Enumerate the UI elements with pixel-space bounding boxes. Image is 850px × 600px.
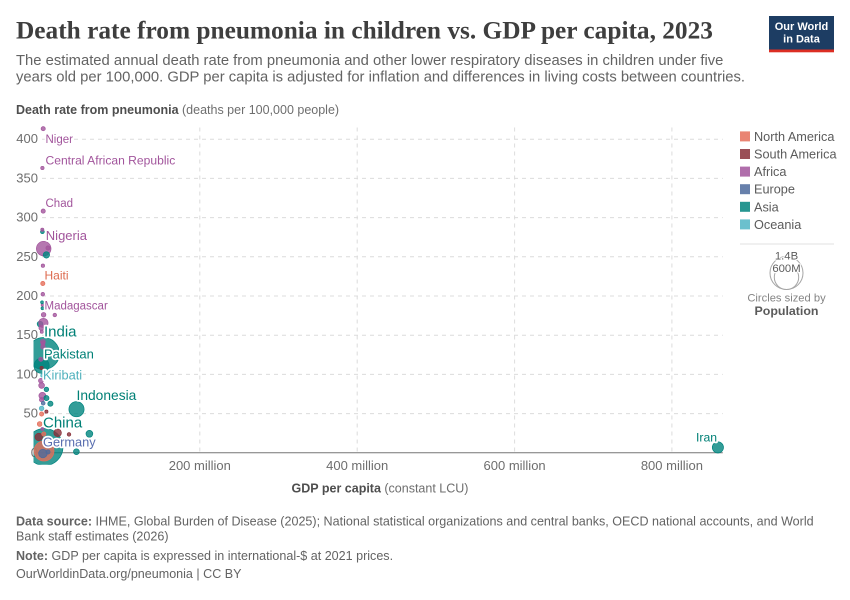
svg-text:South America: South America [754, 148, 837, 162]
svg-text:Oceania: Oceania [754, 218, 802, 232]
svg-text:Indonesia: Indonesia [77, 388, 137, 403]
svg-text:Circles sized by: Circles sized by [747, 293, 826, 305]
svg-text:Central African Republic: Central African Republic [46, 154, 176, 168]
svg-text:years old per 100,000. GDP per: years old per 100,000. GDP per capita is… [16, 70, 745, 86]
svg-text:India: India [44, 324, 77, 341]
svg-text:Death rate from pneumonia in c: Death rate from pneumonia in children vs… [16, 17, 713, 45]
svg-text:Africa: Africa [754, 165, 787, 179]
svg-text:Kiribati: Kiribati [43, 367, 82, 382]
svg-text:Asia: Asia [754, 200, 780, 214]
svg-text:Europe: Europe [754, 183, 795, 197]
svg-text:GDP per capita (constant LCU): GDP per capita (constant LCU) [292, 481, 469, 495]
svg-text:Pakistan: Pakistan [44, 347, 94, 362]
svg-text:200 million: 200 million [169, 458, 231, 473]
svg-text:Madagascar: Madagascar [45, 301, 108, 313]
svg-text:in Data: in Data [783, 33, 821, 45]
svg-text:600 million: 600 million [484, 458, 546, 473]
svg-text:Chad: Chad [46, 198, 74, 210]
svg-text:Data source: IHME, Global Burd: Data source: IHME, Global Burden of Dise… [16, 515, 814, 529]
svg-text:400: 400 [16, 131, 38, 146]
svg-text:Nigeria: Nigeria [46, 228, 88, 243]
svg-text:Death rate from pneumonia (dea: Death rate from pneumonia (deaths per 10… [16, 103, 339, 117]
svg-text:50: 50 [24, 406, 38, 421]
svg-text:800 million: 800 million [641, 458, 703, 473]
svg-text:Germany: Germany [43, 435, 96, 450]
svg-text:250: 250 [16, 249, 38, 264]
svg-text:350: 350 [16, 170, 38, 185]
svg-text:Iran: Iran [696, 431, 717, 445]
svg-text:North America: North America [754, 130, 835, 144]
svg-text:Population: Population [754, 304, 818, 318]
svg-text:400 million: 400 million [326, 458, 388, 473]
svg-text:100: 100 [16, 366, 38, 381]
svg-text:Niger: Niger [46, 134, 74, 146]
svg-text:1.4B: 1.4B [775, 250, 798, 262]
svg-text:300: 300 [16, 210, 38, 225]
svg-text:The estimated annual death rat: The estimated annual death rate from pne… [16, 53, 723, 69]
svg-text:OurWorldinData.org/pneumonia |: OurWorldinData.org/pneumonia | CC BY [16, 567, 242, 581]
svg-text:Haiti: Haiti [45, 269, 69, 283]
svg-text:Note: GDP per capita is expres: Note: GDP per capita is expressed in int… [16, 549, 393, 563]
svg-text:200: 200 [16, 288, 38, 303]
svg-text:Bank staff estimates (2026): Bank staff estimates (2026) [16, 530, 169, 544]
svg-text:600M: 600M [772, 263, 800, 275]
svg-text:China: China [43, 415, 83, 432]
svg-text:150: 150 [16, 327, 38, 342]
svg-text:Our World: Our World [775, 21, 829, 33]
